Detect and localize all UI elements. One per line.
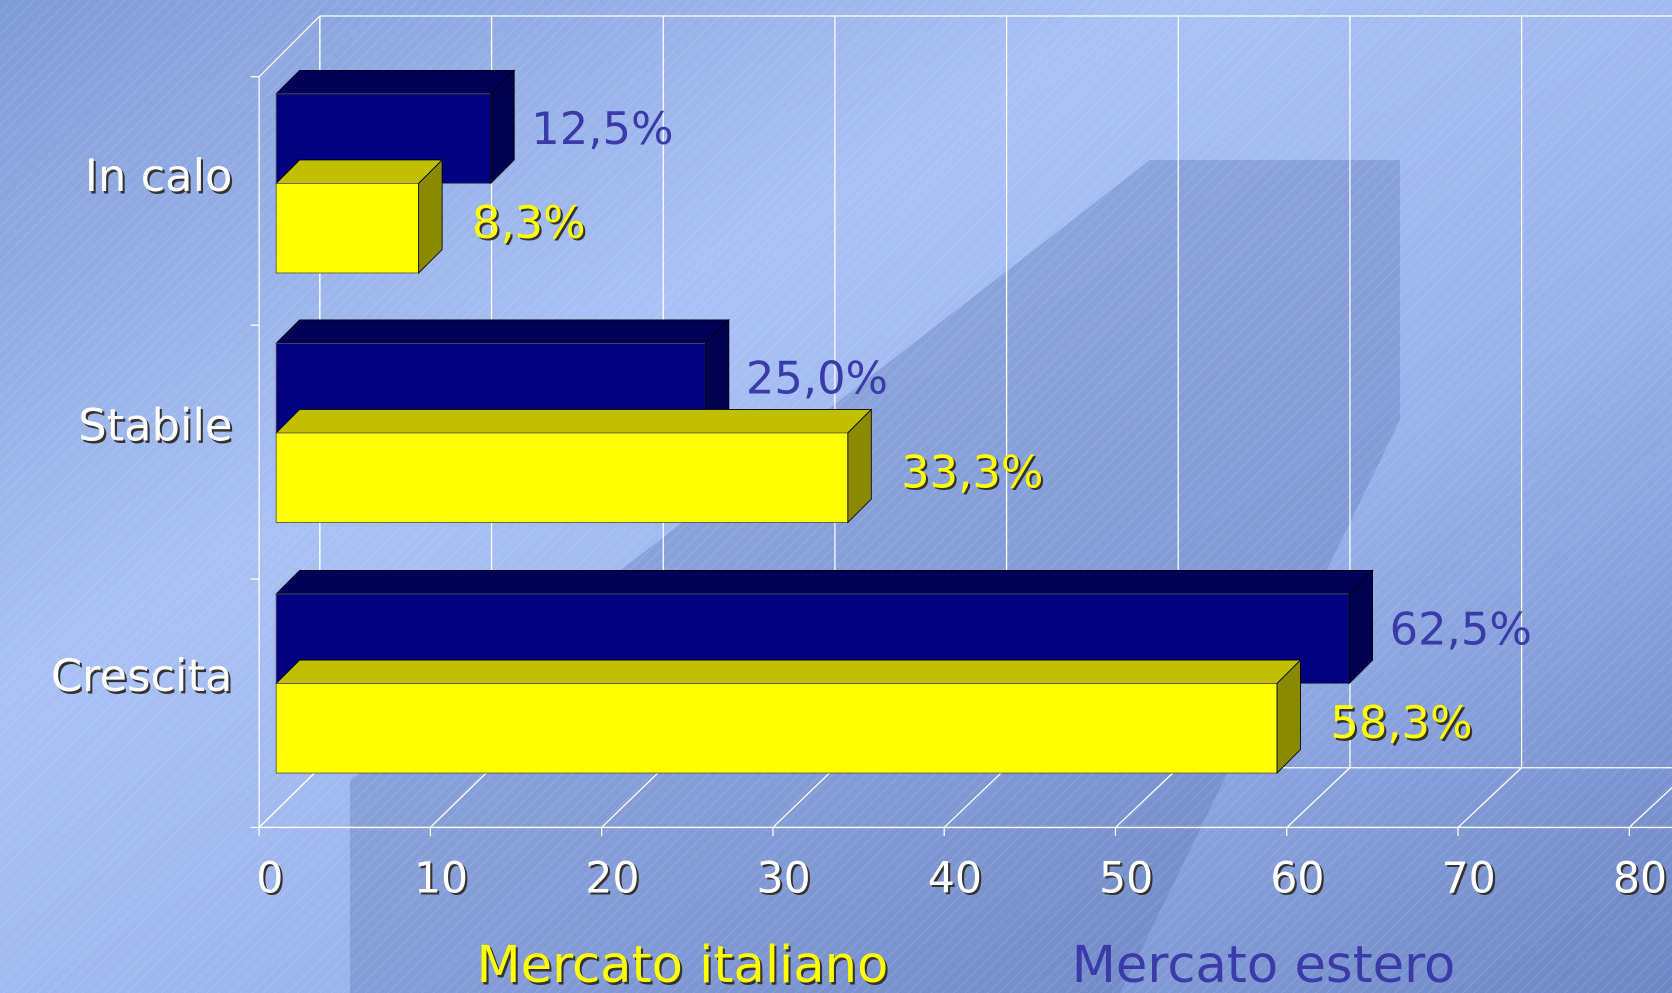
x-tick-label-shadow: 50 bbox=[1101, 855, 1155, 905]
category-label-shadow: Stabile bbox=[80, 401, 234, 454]
x-tick-label: 30 bbox=[756, 853, 810, 903]
legend-label: Mercato estero bbox=[1072, 935, 1456, 993]
x-tick-label: 10 bbox=[414, 853, 468, 903]
category-label-shadow: In calo bbox=[87, 151, 235, 204]
bar-side bbox=[847, 408, 872, 524]
x-tick-label-shadow: 20 bbox=[587, 855, 641, 905]
bar-top bbox=[275, 409, 873, 434]
bar-side bbox=[490, 69, 515, 185]
floor-grid-line bbox=[601, 767, 664, 828]
bar bbox=[275, 432, 849, 523]
value-label-shadow: 58,3% bbox=[1332, 698, 1474, 751]
x-tick-label: 40 bbox=[928, 853, 982, 903]
legend-label-shadow: Mercato italiano bbox=[479, 937, 891, 993]
x-tick-label: 70 bbox=[1442, 853, 1496, 903]
bar-top bbox=[275, 319, 730, 344]
value-label-shadow: 33,3% bbox=[903, 448, 1045, 501]
floor-grid-line bbox=[943, 767, 1008, 828]
bar-top bbox=[275, 659, 1302, 684]
bar bbox=[275, 683, 1278, 774]
category-label: In calo bbox=[85, 149, 233, 202]
bar-side bbox=[418, 158, 443, 275]
value-label: 62,5% bbox=[1390, 602, 1532, 655]
x-tick-label: 80 bbox=[1613, 853, 1667, 903]
x-tick-label: 20 bbox=[585, 853, 639, 903]
value-label-shadow: 8,3% bbox=[474, 198, 588, 251]
x-tick-label-shadow: 0 bbox=[258, 855, 285, 905]
value-label: 58,3% bbox=[1330, 696, 1472, 749]
value-label: 8,3% bbox=[472, 196, 586, 249]
x-tick-label: 60 bbox=[1270, 853, 1324, 903]
floor-grid-line bbox=[1286, 767, 1351, 828]
value-label: 33,3% bbox=[901, 446, 1043, 499]
bar-top bbox=[275, 159, 444, 184]
bar-top bbox=[275, 570, 1374, 595]
value-label: 25,0% bbox=[746, 352, 888, 405]
x-tick-label-shadow: 40 bbox=[930, 855, 984, 905]
x-tick-label: 50 bbox=[1099, 853, 1153, 903]
floor-grid-line bbox=[772, 767, 836, 828]
x-tick-label-shadow: 70 bbox=[1444, 855, 1498, 905]
bar-side bbox=[1348, 569, 1374, 685]
side-wall-top bbox=[258, 15, 321, 78]
bar bbox=[275, 182, 420, 274]
category-label: Crescita bbox=[51, 649, 233, 702]
bar-top bbox=[275, 69, 516, 95]
floor-grid-line bbox=[1628, 786, 1672, 828]
floor-grid-line bbox=[258, 767, 321, 828]
legend-label: Mercato italiano bbox=[477, 935, 889, 993]
floor-grid-line bbox=[1457, 767, 1523, 828]
x-tick-label-shadow: 30 bbox=[759, 855, 813, 905]
x-tick-label: 0 bbox=[256, 853, 283, 903]
bar-side bbox=[1276, 659, 1301, 775]
floor-grid-line bbox=[1115, 767, 1179, 828]
floor-grid-line bbox=[429, 767, 493, 828]
category-label-shadow: Crescita bbox=[53, 651, 235, 704]
x-tick-label-shadow: 60 bbox=[1272, 855, 1326, 905]
category-label: Stabile bbox=[78, 399, 232, 452]
x-tick-label-shadow: 80 bbox=[1615, 855, 1669, 905]
x-tick-label-shadow: 10 bbox=[416, 855, 470, 905]
value-label: 12,5% bbox=[531, 102, 673, 155]
